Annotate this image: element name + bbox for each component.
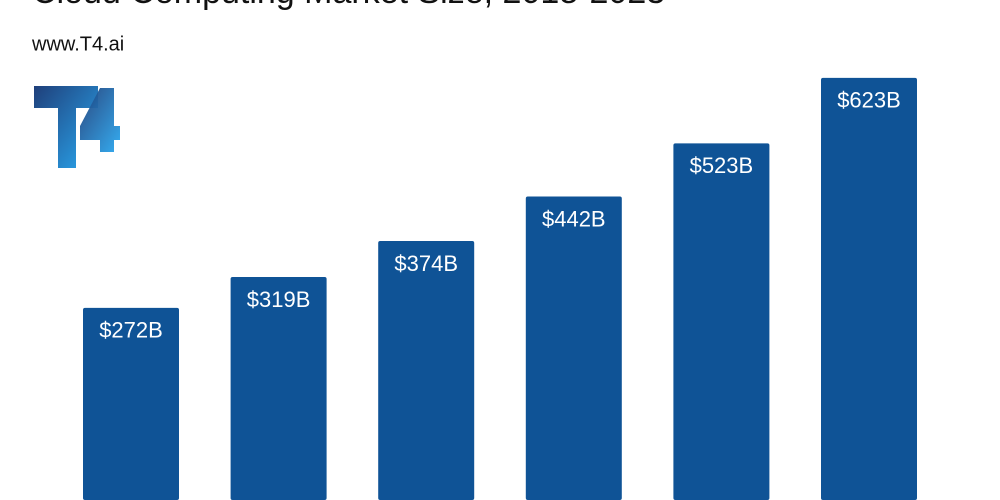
bar <box>821 77 917 500</box>
bar <box>378 241 475 500</box>
value-label: $523B <box>690 153 754 178</box>
value-label: $623B <box>837 88 901 113</box>
value-label: $374B <box>394 251 458 276</box>
value-label: $272B <box>99 318 163 343</box>
value-label: $442B <box>542 206 606 231</box>
bar <box>673 143 770 500</box>
logo <box>34 86 120 168</box>
bar <box>230 277 327 500</box>
bar <box>525 196 622 500</box>
chart-title: Cloud Computing Market Size, 2018-2023 <box>32 0 665 11</box>
bar <box>83 307 179 500</box>
chart-subtitle: www.T4.ai <box>31 33 124 55</box>
value-label: $319B <box>247 287 311 312</box>
